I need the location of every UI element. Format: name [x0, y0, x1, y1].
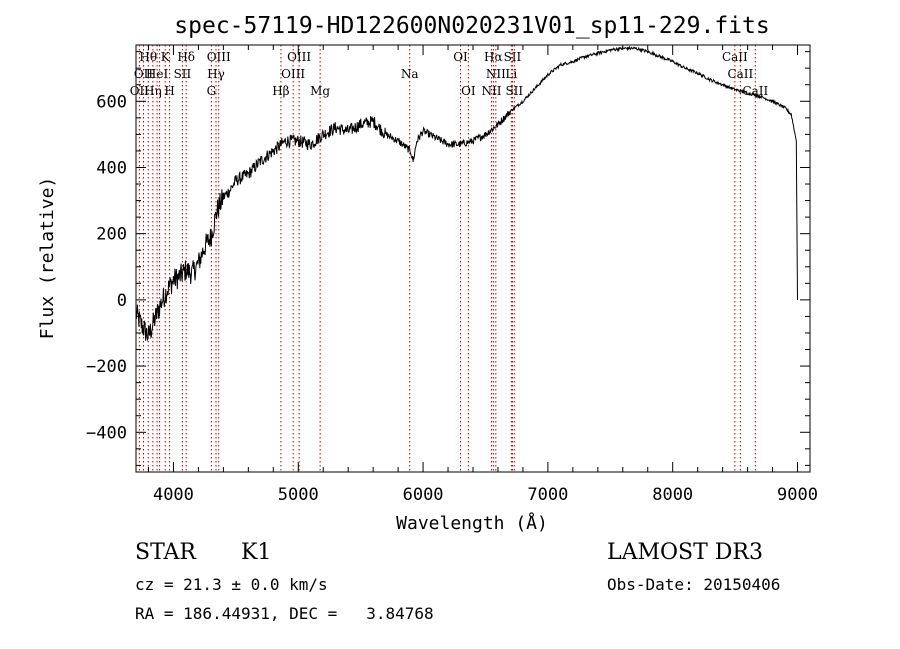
line-marker-label: Hγ [207, 67, 225, 81]
spectral-subclass: K1 [241, 540, 272, 565]
spectral-line-markers: OIIOIIHθHηHeIKHSIIHδGHγOIIIHβOIIIOIIIMgN… [130, 45, 768, 472]
line-marker-label: G [207, 84, 217, 98]
object-class: STAR [135, 540, 196, 565]
line-marker-label: NII [481, 84, 501, 98]
line-marker-label: Hη [144, 84, 162, 98]
line-marker-label: HeI [146, 67, 169, 81]
y-tick-label: 600 [96, 92, 127, 112]
line-marker-label: OIII [281, 67, 305, 81]
x-tick-label: 8000 [652, 485, 693, 505]
x-axis-label: Wavelength (Å) [396, 512, 548, 534]
ra-dec-coordinates: RA = 186.44931, DEC = 3.84768 [135, 604, 434, 623]
line-marker-label: OIII [207, 50, 231, 64]
axis-ticks: 4000 5000 6000 7000 8000 9000 −400 −200 0 200 400 6… [86, 45, 818, 505]
y-tick-label: −400 [86, 423, 127, 443]
line-marker-label: NII [486, 67, 506, 81]
spectrum-line [135, 45, 798, 342]
line-marker-label: OI [453, 50, 468, 64]
line-marker-label: OIII [287, 50, 311, 64]
y-tick-label: 0 [117, 291, 127, 311]
line-marker-label: CaII [727, 67, 753, 81]
plot-frame [135, 44, 811, 473]
x-tick-label: 7000 [527, 485, 568, 505]
line-marker-label: Mg [310, 84, 330, 98]
line-marker-label: SII [174, 67, 192, 81]
chart-title: spec-57119-HD122600N020231V01_sp11-229.f… [174, 13, 769, 39]
x-tick-label: 4000 [153, 485, 194, 505]
line-marker-label: CaII [722, 50, 748, 64]
line-marker-label: H [164, 84, 174, 98]
line-marker-label: SII [504, 50, 522, 64]
line-marker-label: Hδ [177, 50, 195, 64]
line-marker-label: Hβ [272, 84, 289, 98]
y-axis-label: Flux (relative) [37, 177, 58, 340]
line-marker-label: Hα [484, 50, 503, 64]
line-marker-label: K [161, 50, 171, 64]
x-tick-label: 5000 [278, 485, 319, 505]
y-tick-label: 200 [96, 225, 127, 245]
line-marker-label: SII [505, 84, 523, 98]
redshift-velocity: cz = 21.3 ± 0.0 km/s [135, 575, 328, 594]
x-tick-label: 6000 [403, 485, 444, 505]
line-marker-label: Na [401, 67, 419, 81]
observation-date: Obs-Date: 20150406 [607, 575, 781, 594]
line-marker-label: OII [130, 84, 150, 98]
line-marker-label: Li [505, 67, 517, 81]
x-tick-label: 9000 [777, 485, 818, 505]
y-tick-label: −200 [86, 357, 127, 377]
survey-release: LAMOST DR3 [607, 540, 763, 565]
line-marker-label: Hθ [139, 50, 157, 64]
y-tick-label: 400 [96, 158, 127, 178]
line-marker-label: OI [461, 84, 476, 98]
